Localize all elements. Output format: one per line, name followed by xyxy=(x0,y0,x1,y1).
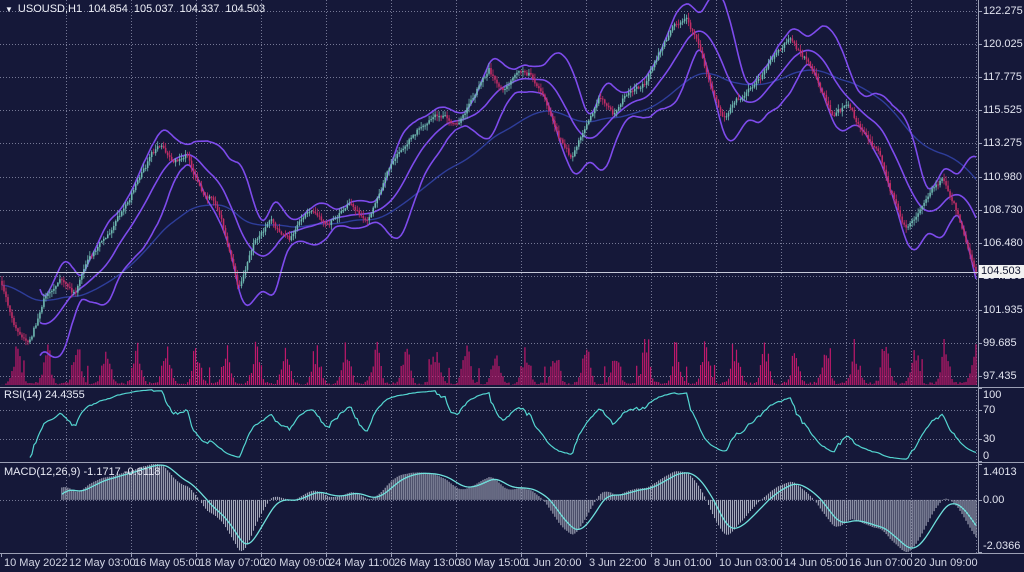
macd-name: MACD(12,26,9) xyxy=(4,466,81,478)
current-price-badge: 104.503 xyxy=(979,265,1024,279)
time-tick-label: 24 May 11:00 xyxy=(329,557,395,569)
ohlc-low-value: 104.337 xyxy=(179,3,220,15)
time-tick-label: 10 Jun 03:00 xyxy=(719,557,783,569)
rsi-name: RSI(14) xyxy=(4,389,42,401)
price-tick-label: 115.525 xyxy=(983,104,1022,117)
price-tick-label: 97.435 xyxy=(983,370,1017,382)
rsi-indicator-label: RSI(14) 24.4355 xyxy=(4,389,85,401)
rsi-scale-label: 0 xyxy=(983,450,990,462)
time-tick-label: 18 May 07:00 xyxy=(199,557,266,569)
price-tick-label: 113.275 xyxy=(983,137,1022,150)
time-tick-label: 8 Jun 01:00 xyxy=(654,557,712,569)
price-tick-label: 122.275 xyxy=(983,5,1023,17)
rsi-scale-label: 70 xyxy=(983,403,996,416)
rsi-value: 24.4355 xyxy=(44,389,85,401)
price-tick-label: 120.025 xyxy=(983,38,1023,51)
chart-title: ▼ USOUSD,H1 104.854 105.037 104.337 104.503 xyxy=(5,3,265,17)
ohlc-high-value: 105.037 xyxy=(133,3,174,15)
time-tick-label: 1 Jun 20:00 xyxy=(524,557,582,569)
macd-indicator-label: MACD(12,26,9) -1.1717 -0.6118 xyxy=(4,466,160,478)
time-tick-label: 10 May 2022 xyxy=(4,557,68,569)
macd-signal-value: -0.6118 xyxy=(123,466,161,478)
ohlc-close-value: 104.503 xyxy=(225,3,266,15)
price-tick-label: 117.775 xyxy=(983,71,1022,84)
price-tick-label: 108.730 xyxy=(983,204,1023,217)
price-tick-label: 99.685 xyxy=(983,336,1017,349)
time-tick-label: 16 Jun 07:00 xyxy=(849,557,913,569)
macd-main-value: -1.1717 xyxy=(83,466,121,478)
price-tick-label: 110.980 xyxy=(983,170,1022,183)
rsi-scale-label: 30 xyxy=(983,433,996,446)
time-tick-label: 12 May 03:00 xyxy=(69,557,136,569)
symbol-dropdown-icon[interactable]: ▼ xyxy=(5,5,13,14)
time-tick-label: 20 Jun 09:00 xyxy=(914,557,978,569)
price-tick-label: 101.935 xyxy=(983,303,1023,316)
rsi-scale-label: 100 xyxy=(983,389,1002,401)
macd-scale-label: 1.4013 xyxy=(983,466,1017,478)
ohlc-open-value: 104.854 xyxy=(88,3,128,15)
symbol-timeframe-label: USOUSD,H1 xyxy=(17,3,83,15)
time-tick-label: 30 May 15:00 xyxy=(459,557,526,569)
macd-scale-label: -2.0366 xyxy=(983,540,1021,552)
macd-scale-label: 0.00 xyxy=(983,493,1005,506)
time-tick-label: 26 May 13:00 xyxy=(394,557,461,569)
time-tick-label: 3 Jun 22:00 xyxy=(589,557,647,569)
time-tick-label: 16 May 05:00 xyxy=(134,557,201,569)
price-tick-label: 106.480 xyxy=(983,237,1023,250)
time-tick-label: 14 Jun 05:00 xyxy=(784,557,848,569)
time-tick-label: 20 May 09:00 xyxy=(264,557,331,569)
